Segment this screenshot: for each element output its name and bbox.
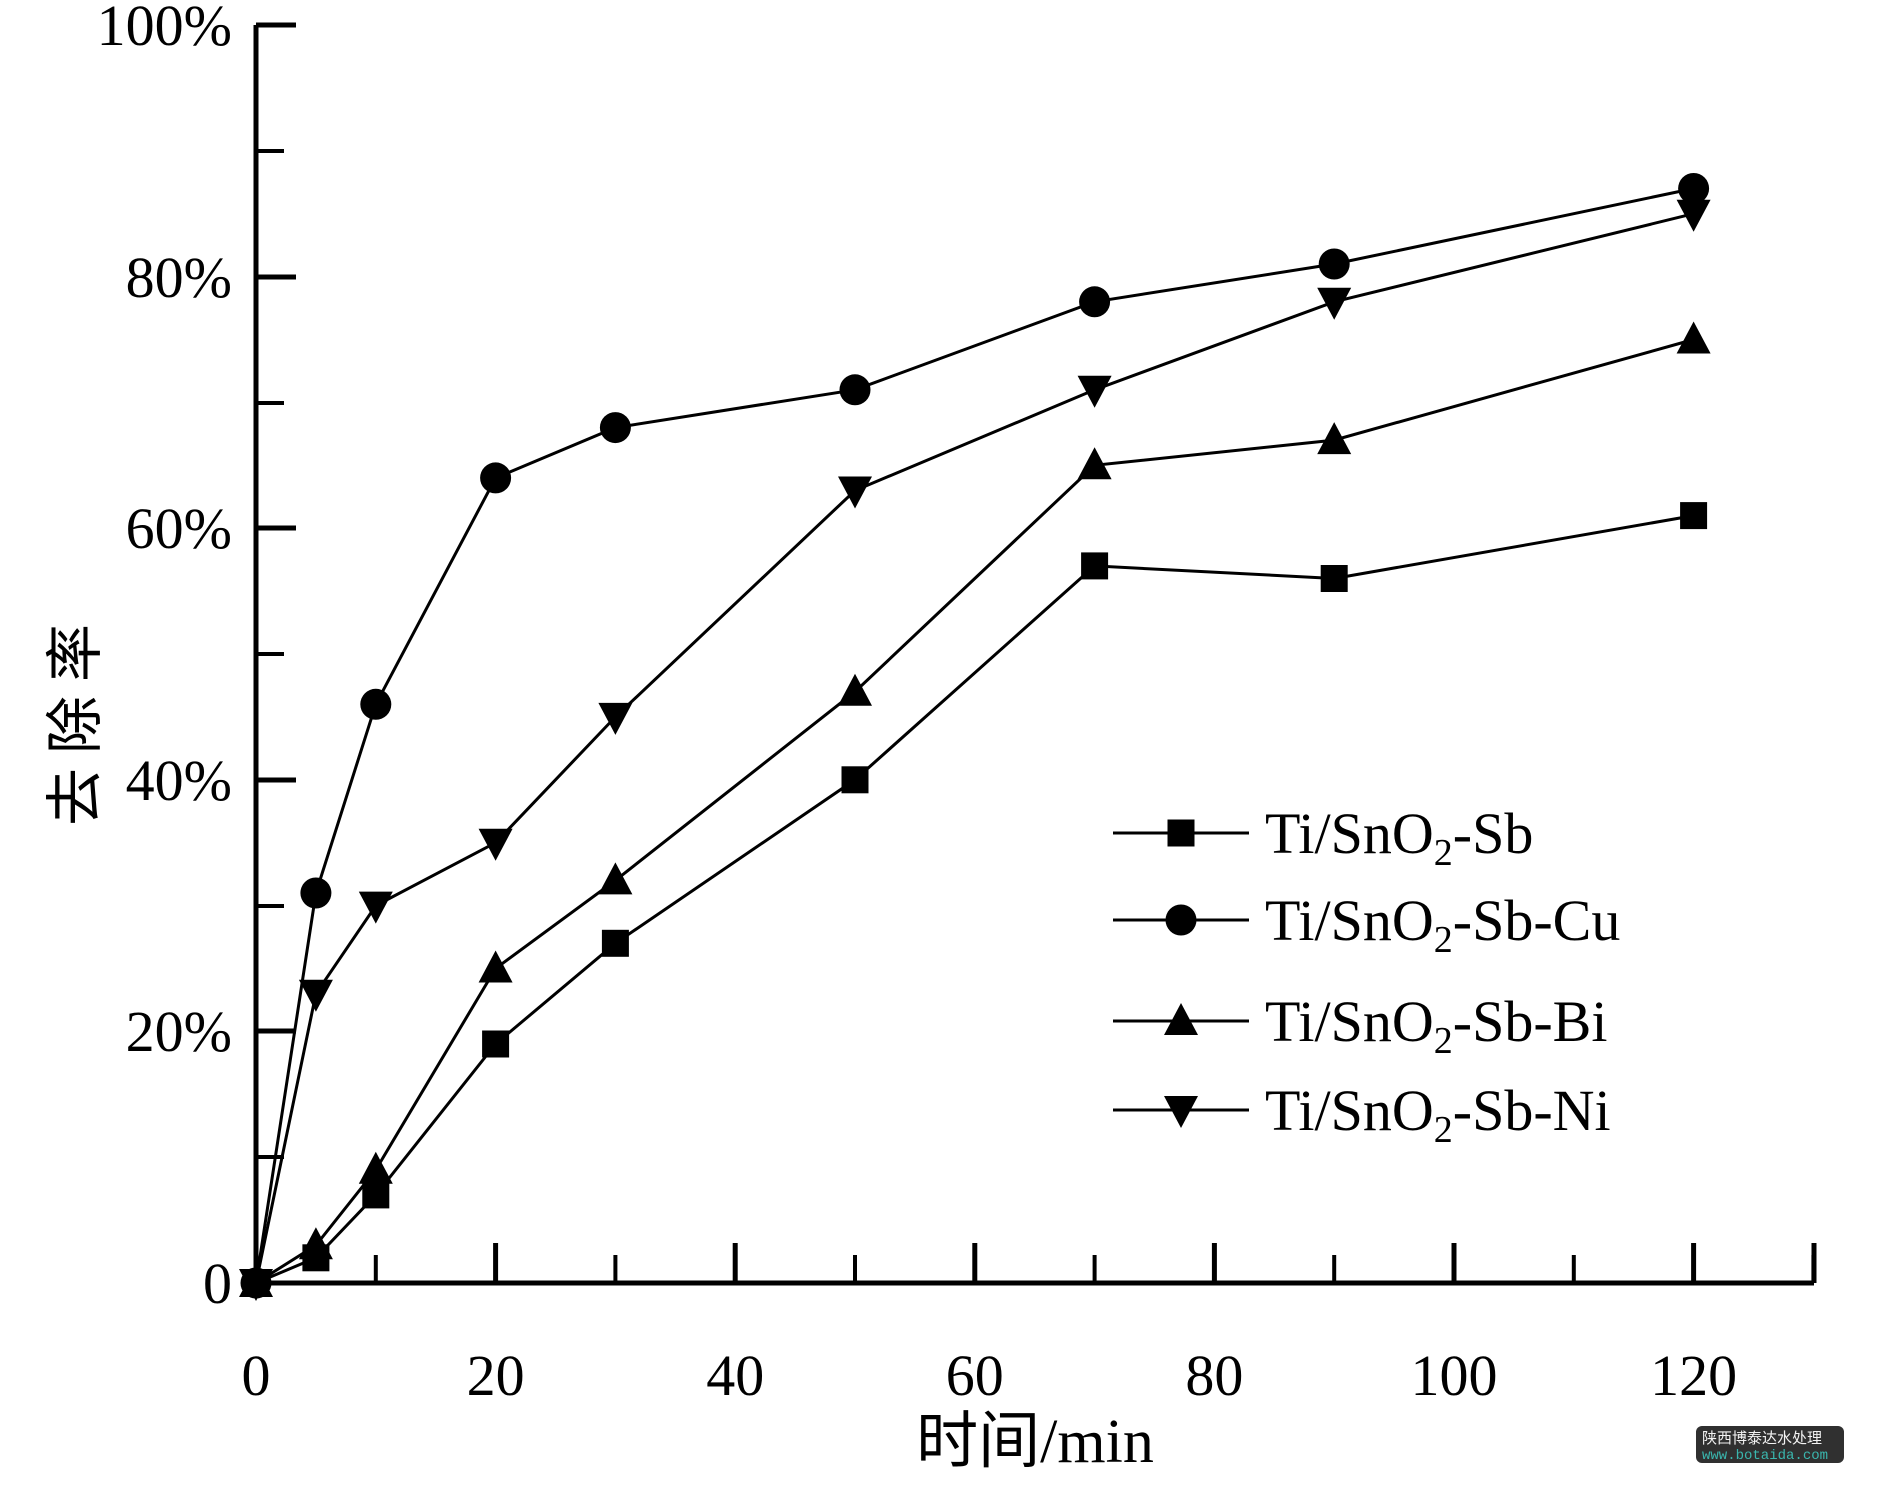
svg-text:陕西博泰达水处理: 陕西博泰达水处理 <box>1702 1430 1822 1447</box>
svg-text:80%: 80% <box>126 245 232 310</box>
svg-text:100: 100 <box>1411 1343 1498 1408</box>
svg-text:60: 60 <box>946 1343 1004 1408</box>
svg-text:去除率: 去除率 <box>43 610 108 826</box>
svg-text:0: 0 <box>242 1343 271 1408</box>
svg-text:60%: 60% <box>126 496 232 561</box>
svg-text:20%: 20% <box>126 999 232 1064</box>
svg-text:20: 20 <box>467 1343 525 1408</box>
svg-text:www.botaida.com: www.botaida.com <box>1702 1448 1828 1464</box>
svg-text:Ti/SnO2-Sb: Ti/SnO2-Sb <box>1265 801 1533 874</box>
svg-text:120: 120 <box>1650 1343 1737 1408</box>
svg-text:0: 0 <box>203 1251 232 1316</box>
svg-text:80: 80 <box>1185 1343 1243 1408</box>
svg-text:40: 40 <box>706 1343 764 1408</box>
svg-text:40%: 40% <box>126 748 232 813</box>
svg-text:100%: 100% <box>97 0 232 58</box>
svg-text:时间/min: 时间/min <box>916 1408 1154 1476</box>
